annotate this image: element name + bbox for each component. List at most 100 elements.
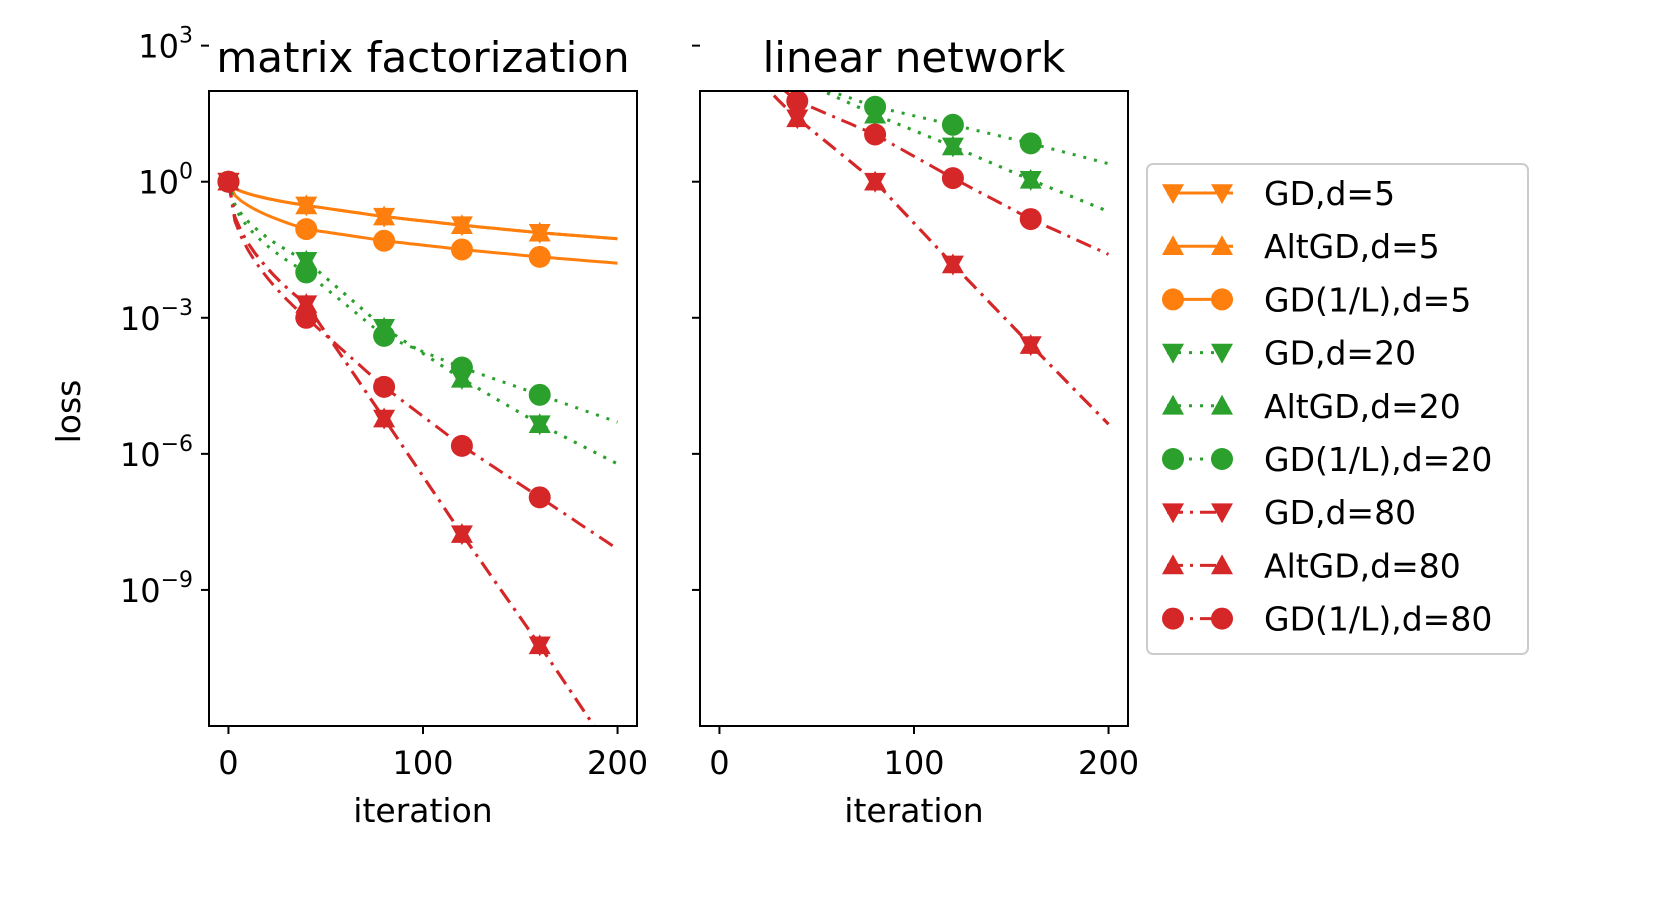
legend-label: AltGD,d=20 xyxy=(1264,387,1461,426)
series-line xyxy=(227,180,618,241)
data-point xyxy=(373,205,396,226)
x-tick-label: 0 xyxy=(218,744,238,782)
x-tick-label: 0 xyxy=(709,744,729,782)
y-tick-label: 10−6 xyxy=(120,432,193,474)
data-point xyxy=(941,253,964,274)
data-point xyxy=(373,407,396,428)
legend-entry: GD(1/L),d=80 xyxy=(1162,600,1492,639)
legend-marker-left xyxy=(1162,448,1184,470)
axes-frame xyxy=(208,90,638,727)
data-point xyxy=(528,486,551,509)
legend-entry: GD,d=5 xyxy=(1162,174,1395,213)
data-point xyxy=(786,14,808,34)
legend-label: GD,d=5 xyxy=(1264,174,1395,213)
panel-title: matrix factorization xyxy=(216,33,629,82)
y-axis-label: loss xyxy=(49,380,88,444)
data-point xyxy=(450,434,473,457)
legend-marker-right xyxy=(1211,503,1233,524)
series-line xyxy=(227,180,618,241)
series-line xyxy=(819,91,1110,213)
series-line xyxy=(227,181,618,265)
x-axis-label: iteration xyxy=(844,791,983,830)
series-GD(1/L),d=80 xyxy=(782,91,1110,256)
legend-label: GD,d=80 xyxy=(1264,493,1416,532)
legend-label: GD(1/L),d=20 xyxy=(1264,440,1492,479)
legend-marker-left xyxy=(1162,394,1184,415)
data-point xyxy=(941,135,964,156)
legend-entry: AltGD,d=20 xyxy=(1162,387,1461,426)
data-point xyxy=(528,413,551,434)
legend-label: AltGD,d=80 xyxy=(1264,546,1461,585)
y-tick-label: 10−9 xyxy=(120,568,193,610)
data-point xyxy=(217,170,240,193)
legend-entry: GD(1/L),d=20 xyxy=(1162,440,1492,479)
series-line xyxy=(227,181,619,424)
legend-marker-left xyxy=(1162,554,1184,575)
series-line xyxy=(819,91,1110,213)
data-point xyxy=(528,245,551,268)
legend-label: GD,d=20 xyxy=(1264,334,1416,373)
data-point xyxy=(1019,334,1042,354)
x-tick-label: 100 xyxy=(392,744,453,782)
legend-marker-left xyxy=(1162,503,1184,524)
legend-marker-right xyxy=(1211,448,1233,470)
data-point xyxy=(373,375,396,398)
series-GD(1/L),d=20 xyxy=(825,91,1109,166)
data-point xyxy=(528,383,551,406)
y-tick-label: 103 xyxy=(138,24,193,66)
data-point xyxy=(786,91,809,113)
data-point xyxy=(1019,208,1042,231)
legend-entry: AltGD,d=80 xyxy=(1162,546,1461,585)
series-AltGD,d=5 xyxy=(217,170,618,242)
data-point xyxy=(941,167,964,190)
x-tick-label: 200 xyxy=(587,744,648,782)
data-point xyxy=(373,324,396,347)
series-GD(1/L),d=20 xyxy=(217,170,619,424)
data-point xyxy=(295,306,318,329)
legend-marker-right xyxy=(1211,554,1233,575)
data-point xyxy=(1019,168,1042,189)
y-tick-label: 100 xyxy=(138,160,193,202)
legend-marker-right xyxy=(1211,607,1233,630)
panel-1: matrix factorization 0 100 200 iteration 103 1… xyxy=(49,24,648,830)
plot-area xyxy=(767,14,1110,426)
data-point xyxy=(450,356,473,379)
legend-marker-right xyxy=(1211,288,1233,311)
legend-marker-left xyxy=(1162,184,1184,204)
legend-label: GD(1/L),d=5 xyxy=(1264,280,1471,319)
data-point xyxy=(786,107,809,128)
series-line xyxy=(767,91,1110,426)
series-line xyxy=(825,91,1109,166)
series-GD(1/L),d=80 xyxy=(217,170,619,551)
legend-marker-right xyxy=(1211,235,1233,255)
legend-entry: GD,d=20 xyxy=(1162,334,1416,373)
x-axis-label: iteration xyxy=(353,791,492,830)
series-AltGD,d=80 xyxy=(767,91,1110,426)
data-point xyxy=(528,221,551,242)
series-GD,d=20 xyxy=(819,91,1110,213)
series-GD,d=20 xyxy=(217,172,619,466)
legend-marker-right xyxy=(1211,343,1233,364)
data-point xyxy=(1019,132,1042,155)
legend-box xyxy=(1146,163,1529,655)
legend: GD,d=5 AltGD,d=5 GD(1/L),d=5 GD,d=20 AltGD,d… xyxy=(1146,163,1529,655)
panel-2: linear network 0 100 200 iteration xyxy=(692,14,1139,830)
legend-marker-right xyxy=(1211,184,1233,204)
plot-area xyxy=(217,170,619,726)
legend-marker-left xyxy=(1162,235,1184,255)
data-point xyxy=(295,194,318,215)
data-point xyxy=(295,293,318,313)
legend-marker-left xyxy=(1162,607,1184,630)
legend-marker-right xyxy=(1211,394,1233,415)
legend-marker-left xyxy=(1162,288,1184,311)
data-point xyxy=(373,229,396,252)
legend-label: AltGD,d=5 xyxy=(1264,227,1440,266)
series-line xyxy=(227,181,619,466)
data-point xyxy=(941,113,964,136)
series-AltGD,d=20 xyxy=(217,170,619,466)
legend-entry: GD,d=80 xyxy=(1162,493,1416,532)
x-tick-label: 100 xyxy=(883,744,944,782)
data-point xyxy=(450,214,473,234)
data-point xyxy=(528,634,551,655)
